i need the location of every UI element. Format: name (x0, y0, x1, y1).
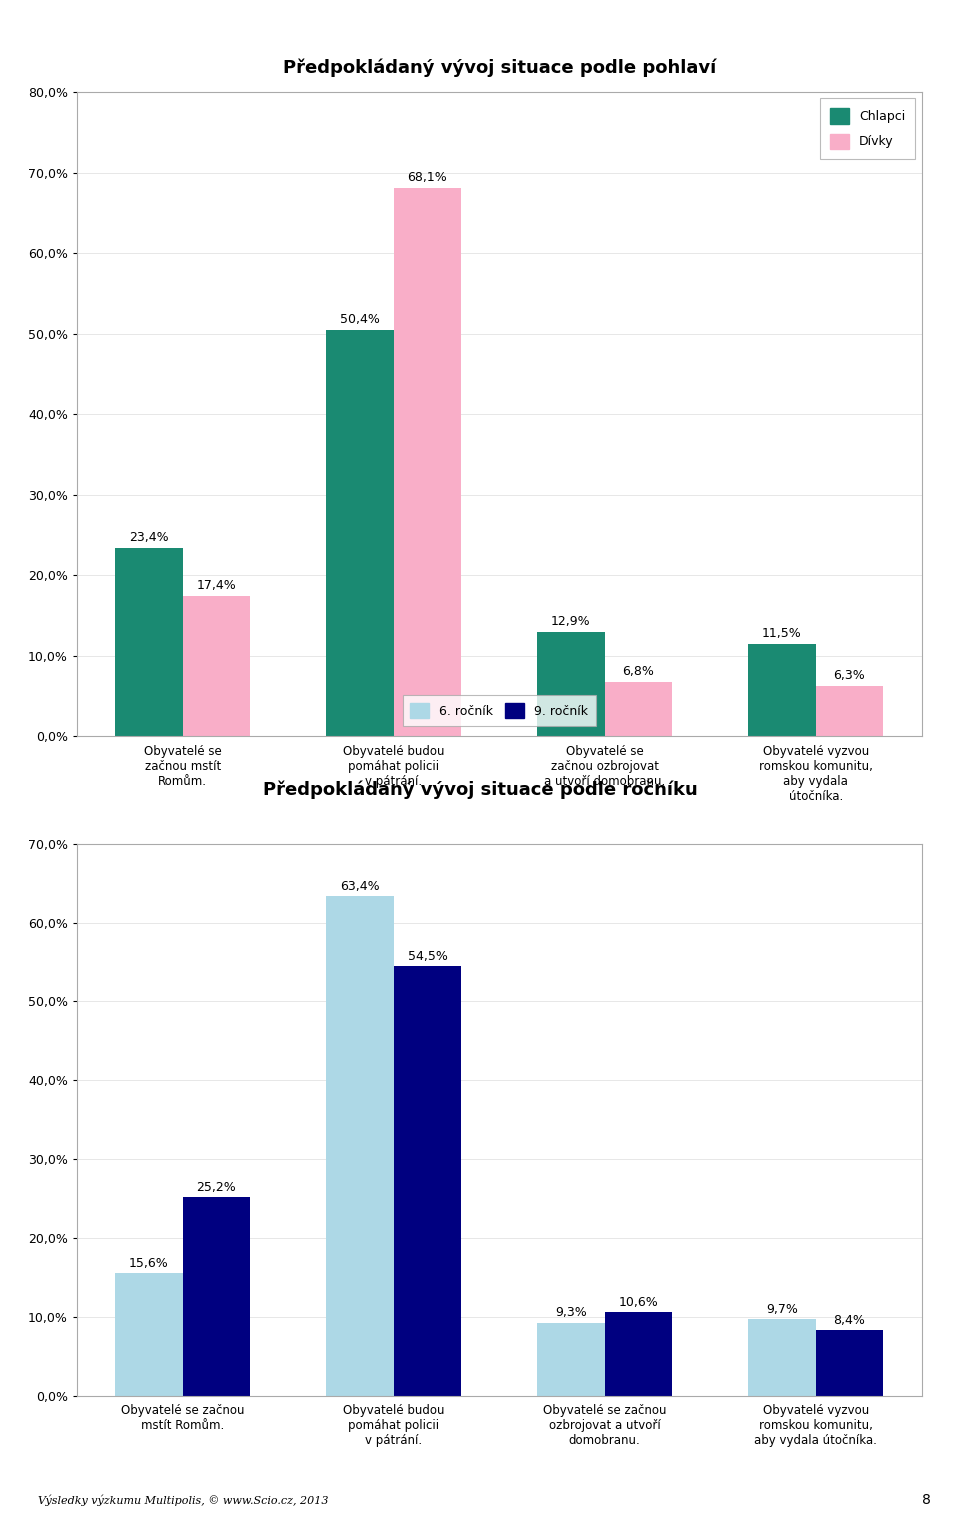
Legend: Chlapci, Dívky: Chlapci, Dívky (821, 98, 915, 160)
Bar (605, 1312, 672, 1396)
Text: 54,5%: 54,5% (408, 950, 447, 963)
Bar (538, 1322, 605, 1396)
Bar (326, 896, 394, 1396)
Bar (394, 187, 461, 736)
Text: 17,4%: 17,4% (197, 580, 236, 592)
Text: 10,6%: 10,6% (618, 1296, 659, 1309)
Text: 6,8%: 6,8% (622, 664, 655, 678)
Legend: 6. ročník, 9. ročník: 6. ročník, 9. ročník (402, 695, 596, 726)
Bar (816, 686, 883, 736)
Text: 25,2%: 25,2% (197, 1181, 236, 1193)
Bar (816, 1330, 883, 1396)
Bar (182, 597, 251, 736)
Bar (182, 1197, 251, 1396)
Text: Předpokládaný vývoj situace podle ročníku: Předpokládaný vývoj situace podle ročník… (263, 781, 697, 799)
Text: 9,3%: 9,3% (555, 1307, 587, 1319)
Text: 6,3%: 6,3% (833, 669, 865, 681)
Bar (748, 644, 816, 736)
Bar (394, 966, 461, 1396)
Bar (326, 330, 394, 736)
Text: 11,5%: 11,5% (762, 627, 802, 640)
Bar (748, 1319, 816, 1396)
Text: 9,7%: 9,7% (766, 1304, 798, 1316)
Text: 12,9%: 12,9% (551, 615, 590, 629)
Title: Předpokládaný vývoj situace podle pohlaví: Předpokládaný vývoj situace podle pohlav… (282, 58, 716, 77)
Bar (115, 1273, 182, 1396)
Bar (538, 632, 605, 736)
Text: 63,4%: 63,4% (340, 879, 380, 893)
Text: 68,1%: 68,1% (408, 170, 447, 184)
Text: 8,4%: 8,4% (833, 1313, 865, 1327)
Bar (605, 681, 672, 736)
Text: 50,4%: 50,4% (340, 313, 380, 327)
Text: 8: 8 (923, 1493, 931, 1508)
Text: Výsledky výzkumu Multipolis, © www.Scio.cz, 2013: Výsledky výzkumu Multipolis, © www.Scio.… (38, 1494, 329, 1506)
Text: 23,4%: 23,4% (130, 531, 169, 545)
Text: 15,6%: 15,6% (129, 1256, 169, 1270)
Bar (115, 548, 182, 736)
